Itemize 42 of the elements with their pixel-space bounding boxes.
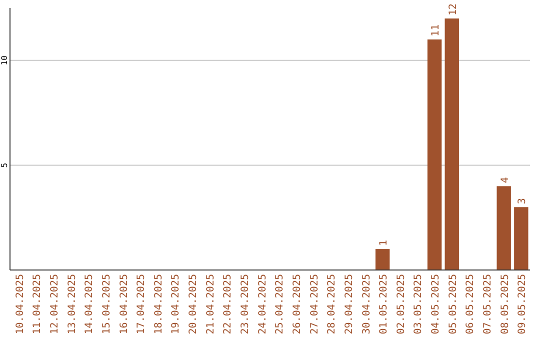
x-tick-label: 04.05.2025 xyxy=(430,274,442,334)
y-tick-label: 5 xyxy=(0,162,9,168)
x-tick-label: 14.04.2025 xyxy=(84,274,96,334)
x-tick-label: 19.04.2025 xyxy=(170,274,182,334)
bar xyxy=(375,249,390,270)
x-tick-label: 07.05.2025 xyxy=(482,274,494,334)
x-tick-label: 06.05.2025 xyxy=(465,274,476,334)
data-label: 3 xyxy=(517,198,528,204)
x-tick-label: 30.04.2025 xyxy=(361,274,372,334)
x-tick-label: 21.04.2025 xyxy=(205,274,216,334)
x-tick-label: 28.04.2025 xyxy=(326,274,338,334)
data-label: 12 xyxy=(448,3,459,16)
x-tick-label: 09.05.2025 xyxy=(517,274,528,334)
data-label: 11 xyxy=(430,24,442,36)
x-tick-label: 24.04.2025 xyxy=(257,274,268,334)
x-tick-label: 01.05.2025 xyxy=(378,274,390,334)
x-tick-label: 27.04.2025 xyxy=(309,274,320,334)
x-tick-label: 02.05.2025 xyxy=(396,274,407,334)
x-tick-label: 10.04.2025 xyxy=(14,274,26,334)
x-tick-label: 16.04.2025 xyxy=(118,274,130,334)
x-tick-label: 29.04.2025 xyxy=(344,274,355,334)
x-tick-label: 15.04.2025 xyxy=(101,274,112,334)
bar xyxy=(444,18,459,270)
x-tick-label: 17.04.2025 xyxy=(136,274,148,334)
x-tick-label: 22.04.2025 xyxy=(222,274,234,334)
x-tick-label: 13.04.2025 xyxy=(66,274,78,334)
data-label: 4 xyxy=(500,177,511,184)
bar xyxy=(427,39,442,270)
bar xyxy=(496,186,511,270)
x-tick-label: 11.04.2025 xyxy=(32,274,44,334)
data-label: 1 xyxy=(378,240,390,246)
y-tick-label: 10 xyxy=(0,55,9,66)
x-tick-label: 12.04.2025 xyxy=(49,274,60,334)
x-tick-label: 25.04.2025 xyxy=(274,274,286,334)
x-tick-label: 20.04.2025 xyxy=(188,274,200,334)
x-tick-label: 26.04.2025 xyxy=(292,274,303,334)
bar xyxy=(514,207,528,270)
x-tick-label: 18.04.2025 xyxy=(153,274,164,334)
x-tick-label: 03.05.2025 xyxy=(413,274,424,334)
x-tick-label: 08.05.2025 xyxy=(500,274,511,334)
x-tick-label: 05.05.2025 xyxy=(448,274,459,334)
x-tick-label: 23.04.2025 xyxy=(240,274,252,334)
